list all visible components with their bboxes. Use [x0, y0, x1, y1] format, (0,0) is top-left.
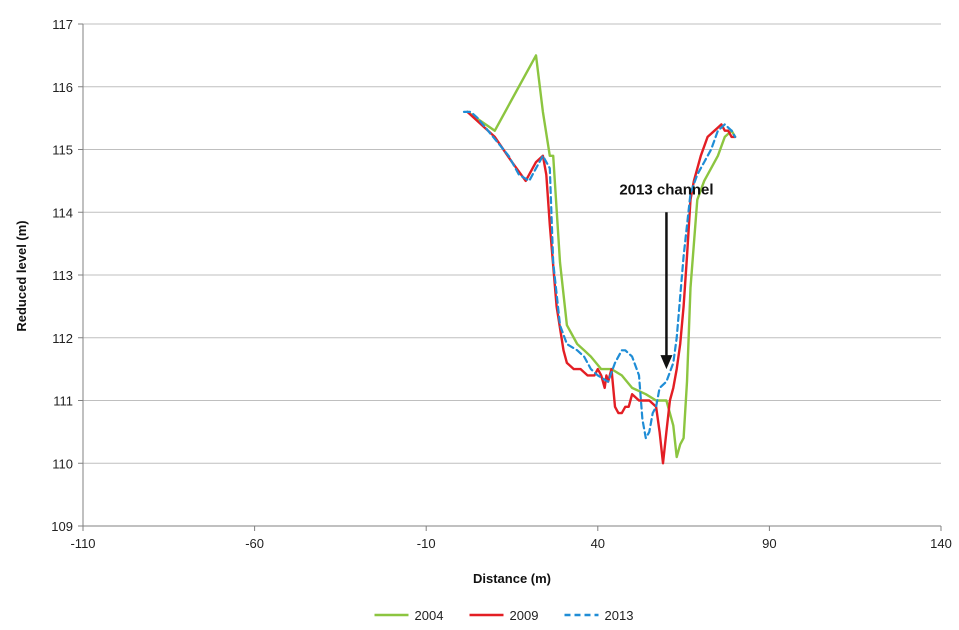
- annotation-text: 2013 channel: [619, 181, 713, 198]
- legend-label-2009: 2009: [510, 608, 539, 623]
- legend-label-2013: 2013: [605, 608, 634, 623]
- legend: 2004 2009 2013: [374, 608, 634, 623]
- series-line-2004: [466, 54, 737, 459]
- x-tick-label: 90: [762, 536, 776, 551]
- x-tick-label: -110: [70, 536, 95, 551]
- legend-item-2009: 2009: [469, 608, 539, 623]
- x-tick-label: 140: [930, 536, 952, 551]
- annotation-2013-channel: 2013 channel: [619, 181, 714, 370]
- y-tick-label: 117: [52, 17, 73, 32]
- x-tick-label: 40: [591, 536, 605, 551]
- y-tick-label: 116: [52, 80, 73, 95]
- x-tick-label: -60: [245, 536, 264, 551]
- series-lines: [462, 54, 737, 465]
- series-line-2009: [466, 110, 737, 465]
- y-tick-label: 114: [52, 205, 73, 220]
- y-tick-label: 111: [53, 394, 73, 409]
- x-axis-title: Distance (m): [473, 571, 551, 586]
- legend-label-2004: 2004: [415, 608, 444, 623]
- y-tick-label: 112: [52, 331, 73, 346]
- y-axis-title: Reduced level (m): [14, 220, 29, 331]
- y-tick-label: 110: [52, 456, 73, 471]
- x-tick-labels: -110 -60 -10 40 90 140: [70, 536, 951, 551]
- gridlines: [83, 23, 941, 464]
- y-tick-label: 115: [52, 143, 73, 158]
- series-line-2013: [462, 110, 737, 440]
- x-tick-label: -10: [417, 536, 436, 551]
- legend-item-2013: 2013: [564, 608, 634, 623]
- y-tick-labels: 109 110 111 112 113 114 115 116 117: [51, 17, 73, 534]
- annotation-arrow-head: [660, 355, 673, 370]
- y-tick-label: 109: [51, 519, 73, 534]
- y-tick-label: 113: [52, 268, 73, 283]
- axes: [78, 23, 942, 531]
- legend-item-2004: 2004: [374, 608, 444, 623]
